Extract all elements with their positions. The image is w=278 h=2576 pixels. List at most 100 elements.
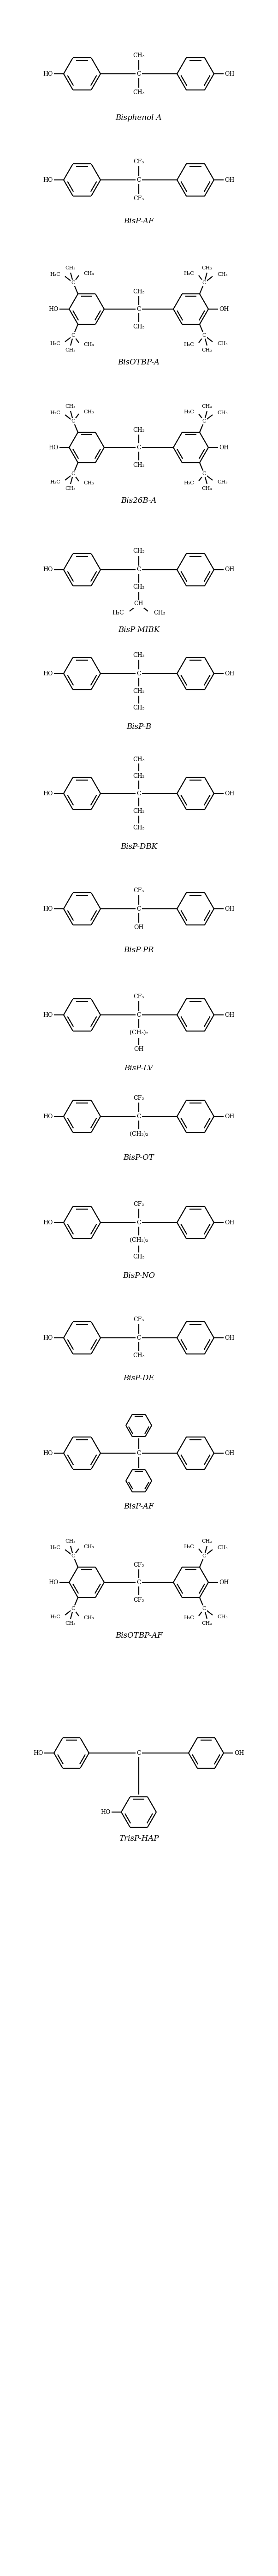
Text: CH₂: CH₂ bbox=[133, 688, 145, 693]
Text: HO: HO bbox=[49, 446, 58, 451]
Text: C: C bbox=[136, 670, 141, 677]
Text: BisP-DE: BisP-DE bbox=[123, 1376, 154, 1383]
Text: BisP-OT: BisP-OT bbox=[123, 1154, 154, 1162]
Text: BisP-AF: BisP-AF bbox=[124, 1502, 154, 1510]
Text: CH₃: CH₃ bbox=[217, 479, 228, 484]
Text: CH₃: CH₃ bbox=[217, 1546, 228, 1551]
Text: HO: HO bbox=[43, 1450, 53, 1455]
Text: CH₃: CH₃ bbox=[217, 410, 228, 415]
Text: CH₃: CH₃ bbox=[133, 1352, 145, 1358]
Text: CH₃: CH₃ bbox=[202, 348, 212, 353]
Text: HO: HO bbox=[101, 1808, 110, 1816]
Text: (CH₃)₂: (CH₃)₂ bbox=[130, 1131, 148, 1136]
Text: BisP-DBK: BisP-DBK bbox=[120, 842, 157, 850]
Text: CH: CH bbox=[134, 600, 143, 608]
Text: H₃C: H₃C bbox=[183, 410, 194, 415]
Text: CH₃: CH₃ bbox=[83, 1615, 94, 1620]
Text: OH: OH bbox=[225, 670, 235, 677]
Text: HO: HO bbox=[43, 1218, 53, 1226]
Text: TrisP-HAP: TrisP-HAP bbox=[119, 1834, 159, 1842]
Text: C: C bbox=[71, 1607, 75, 1610]
Text: BisOTBP-A: BisOTBP-A bbox=[118, 358, 160, 366]
Text: CH₃: CH₃ bbox=[65, 348, 76, 353]
Text: C: C bbox=[136, 1579, 141, 1584]
Text: C: C bbox=[202, 332, 206, 337]
Text: C: C bbox=[136, 1218, 141, 1226]
Text: HO: HO bbox=[43, 670, 53, 677]
Text: CH₃: CH₃ bbox=[83, 482, 94, 484]
Text: C: C bbox=[202, 1553, 206, 1558]
Text: CH₂: CH₂ bbox=[133, 809, 145, 814]
Text: C: C bbox=[71, 1553, 75, 1558]
Text: CH₃: CH₃ bbox=[217, 343, 228, 345]
Text: H₃C: H₃C bbox=[50, 273, 60, 276]
Text: OH: OH bbox=[225, 907, 235, 912]
Text: OH: OH bbox=[225, 567, 235, 572]
Text: CH₃: CH₃ bbox=[202, 404, 212, 410]
Text: BisP-PR: BisP-PR bbox=[124, 945, 154, 953]
Text: C: C bbox=[136, 567, 141, 572]
Text: C: C bbox=[136, 1334, 141, 1342]
Text: CH₃: CH₃ bbox=[65, 1538, 76, 1543]
Text: CH₃: CH₃ bbox=[133, 757, 145, 762]
Text: HO: HO bbox=[43, 70, 53, 77]
Text: BisP-LV: BisP-LV bbox=[124, 1064, 153, 1072]
Text: CH₃: CH₃ bbox=[65, 1620, 76, 1625]
Text: CH₃: CH₃ bbox=[83, 343, 94, 348]
Text: CH₃: CH₃ bbox=[133, 52, 145, 59]
Text: H₃C: H₃C bbox=[112, 611, 124, 616]
Text: CH₃: CH₃ bbox=[65, 265, 76, 270]
Text: Bisphenol A: Bisphenol A bbox=[116, 113, 162, 121]
Text: C: C bbox=[136, 791, 141, 796]
Text: C: C bbox=[136, 1749, 141, 1757]
Text: CH₃: CH₃ bbox=[65, 404, 76, 410]
Text: CH₃: CH₃ bbox=[133, 549, 145, 554]
Text: (CH₃)₂: (CH₃)₂ bbox=[130, 1030, 148, 1036]
Text: C: C bbox=[136, 907, 141, 912]
Text: C: C bbox=[202, 1607, 206, 1610]
Text: HO: HO bbox=[33, 1749, 43, 1757]
Text: OH: OH bbox=[234, 1749, 244, 1757]
Text: CF₃: CF₃ bbox=[133, 1200, 144, 1208]
Text: OH: OH bbox=[219, 446, 229, 451]
Text: OH: OH bbox=[219, 307, 229, 312]
Text: CH₃: CH₃ bbox=[202, 487, 212, 492]
Text: CF₃: CF₃ bbox=[133, 1597, 144, 1602]
Text: CH₃: CH₃ bbox=[65, 487, 76, 492]
Text: CH₃: CH₃ bbox=[153, 611, 165, 616]
Text: CH₂: CH₂ bbox=[133, 585, 145, 590]
Text: CH₃: CH₃ bbox=[133, 325, 145, 330]
Text: HO: HO bbox=[43, 791, 53, 796]
Text: C: C bbox=[136, 178, 141, 183]
Text: C: C bbox=[202, 420, 206, 422]
Text: OH: OH bbox=[225, 1113, 235, 1121]
Text: CF₃: CF₃ bbox=[133, 196, 144, 201]
Text: CF₃: CF₃ bbox=[133, 1561, 144, 1569]
Text: CH₃: CH₃ bbox=[202, 1620, 212, 1625]
Text: HO: HO bbox=[49, 307, 58, 312]
Text: CF₃: CF₃ bbox=[133, 160, 144, 165]
Text: C: C bbox=[71, 420, 75, 422]
Text: HO: HO bbox=[43, 178, 53, 183]
Text: BisP-MIBK: BisP-MIBK bbox=[118, 626, 160, 634]
Text: C: C bbox=[136, 1113, 141, 1121]
Text: CH₃: CH₃ bbox=[83, 410, 94, 415]
Text: OH: OH bbox=[134, 1046, 144, 1051]
Text: CH₃: CH₃ bbox=[217, 273, 228, 276]
Text: CH₃: CH₃ bbox=[133, 706, 145, 711]
Text: HO: HO bbox=[43, 1012, 53, 1018]
Text: C: C bbox=[71, 332, 75, 337]
Text: HO: HO bbox=[43, 1113, 53, 1121]
Text: Bis26B-A: Bis26B-A bbox=[121, 497, 157, 505]
Text: OH: OH bbox=[225, 791, 235, 796]
Text: CF₃: CF₃ bbox=[133, 994, 144, 999]
Text: CH₃: CH₃ bbox=[83, 1546, 94, 1548]
Text: H₃C: H₃C bbox=[50, 410, 60, 415]
Text: BisP-AF: BisP-AF bbox=[124, 216, 154, 224]
Text: H₃C: H₃C bbox=[50, 343, 60, 345]
Text: H₃C: H₃C bbox=[50, 479, 60, 484]
Text: CH₃: CH₃ bbox=[202, 1538, 212, 1543]
Text: CH₃: CH₃ bbox=[133, 824, 145, 829]
Text: C: C bbox=[136, 307, 141, 312]
Text: BisP-NO: BisP-NO bbox=[123, 1273, 155, 1280]
